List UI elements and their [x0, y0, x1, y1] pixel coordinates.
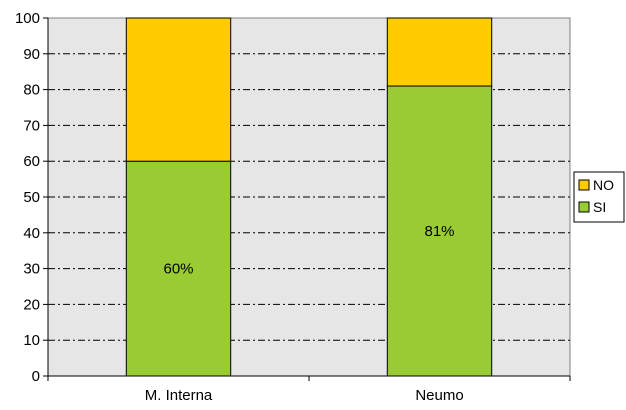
y-tick-label: 10	[23, 332, 40, 349]
y-tick-label: 70	[23, 117, 40, 134]
y-tick-label: 0	[32, 368, 40, 385]
data-label: 81%	[424, 223, 454, 240]
y-tick-label: 50	[23, 189, 40, 206]
y-tick-label: 20	[23, 296, 40, 313]
y-tick-label: 100	[15, 10, 40, 27]
y-tick-label: 90	[23, 46, 40, 63]
x-tick-label: M. Interna	[145, 387, 213, 404]
bar-no-m-interna	[125, 17, 232, 162]
data-label: 60%	[163, 261, 193, 278]
y-tick-label: 60	[23, 153, 40, 170]
y-tick-label: 80	[23, 82, 40, 99]
y-tick-label: 40	[23, 225, 40, 242]
bar-si-neumo	[386, 85, 493, 377]
bar-no-neumo	[386, 17, 493, 87]
legend-swatch-no	[578, 179, 590, 191]
y-tick-label: 30	[23, 261, 40, 278]
bar-si-m-interna	[125, 160, 232, 377]
legend-label-si: SI	[593, 199, 606, 215]
legend-swatch-si	[578, 201, 590, 213]
legend-label-no: NO	[593, 177, 614, 193]
x-tick-label: Neumo	[415, 387, 463, 404]
